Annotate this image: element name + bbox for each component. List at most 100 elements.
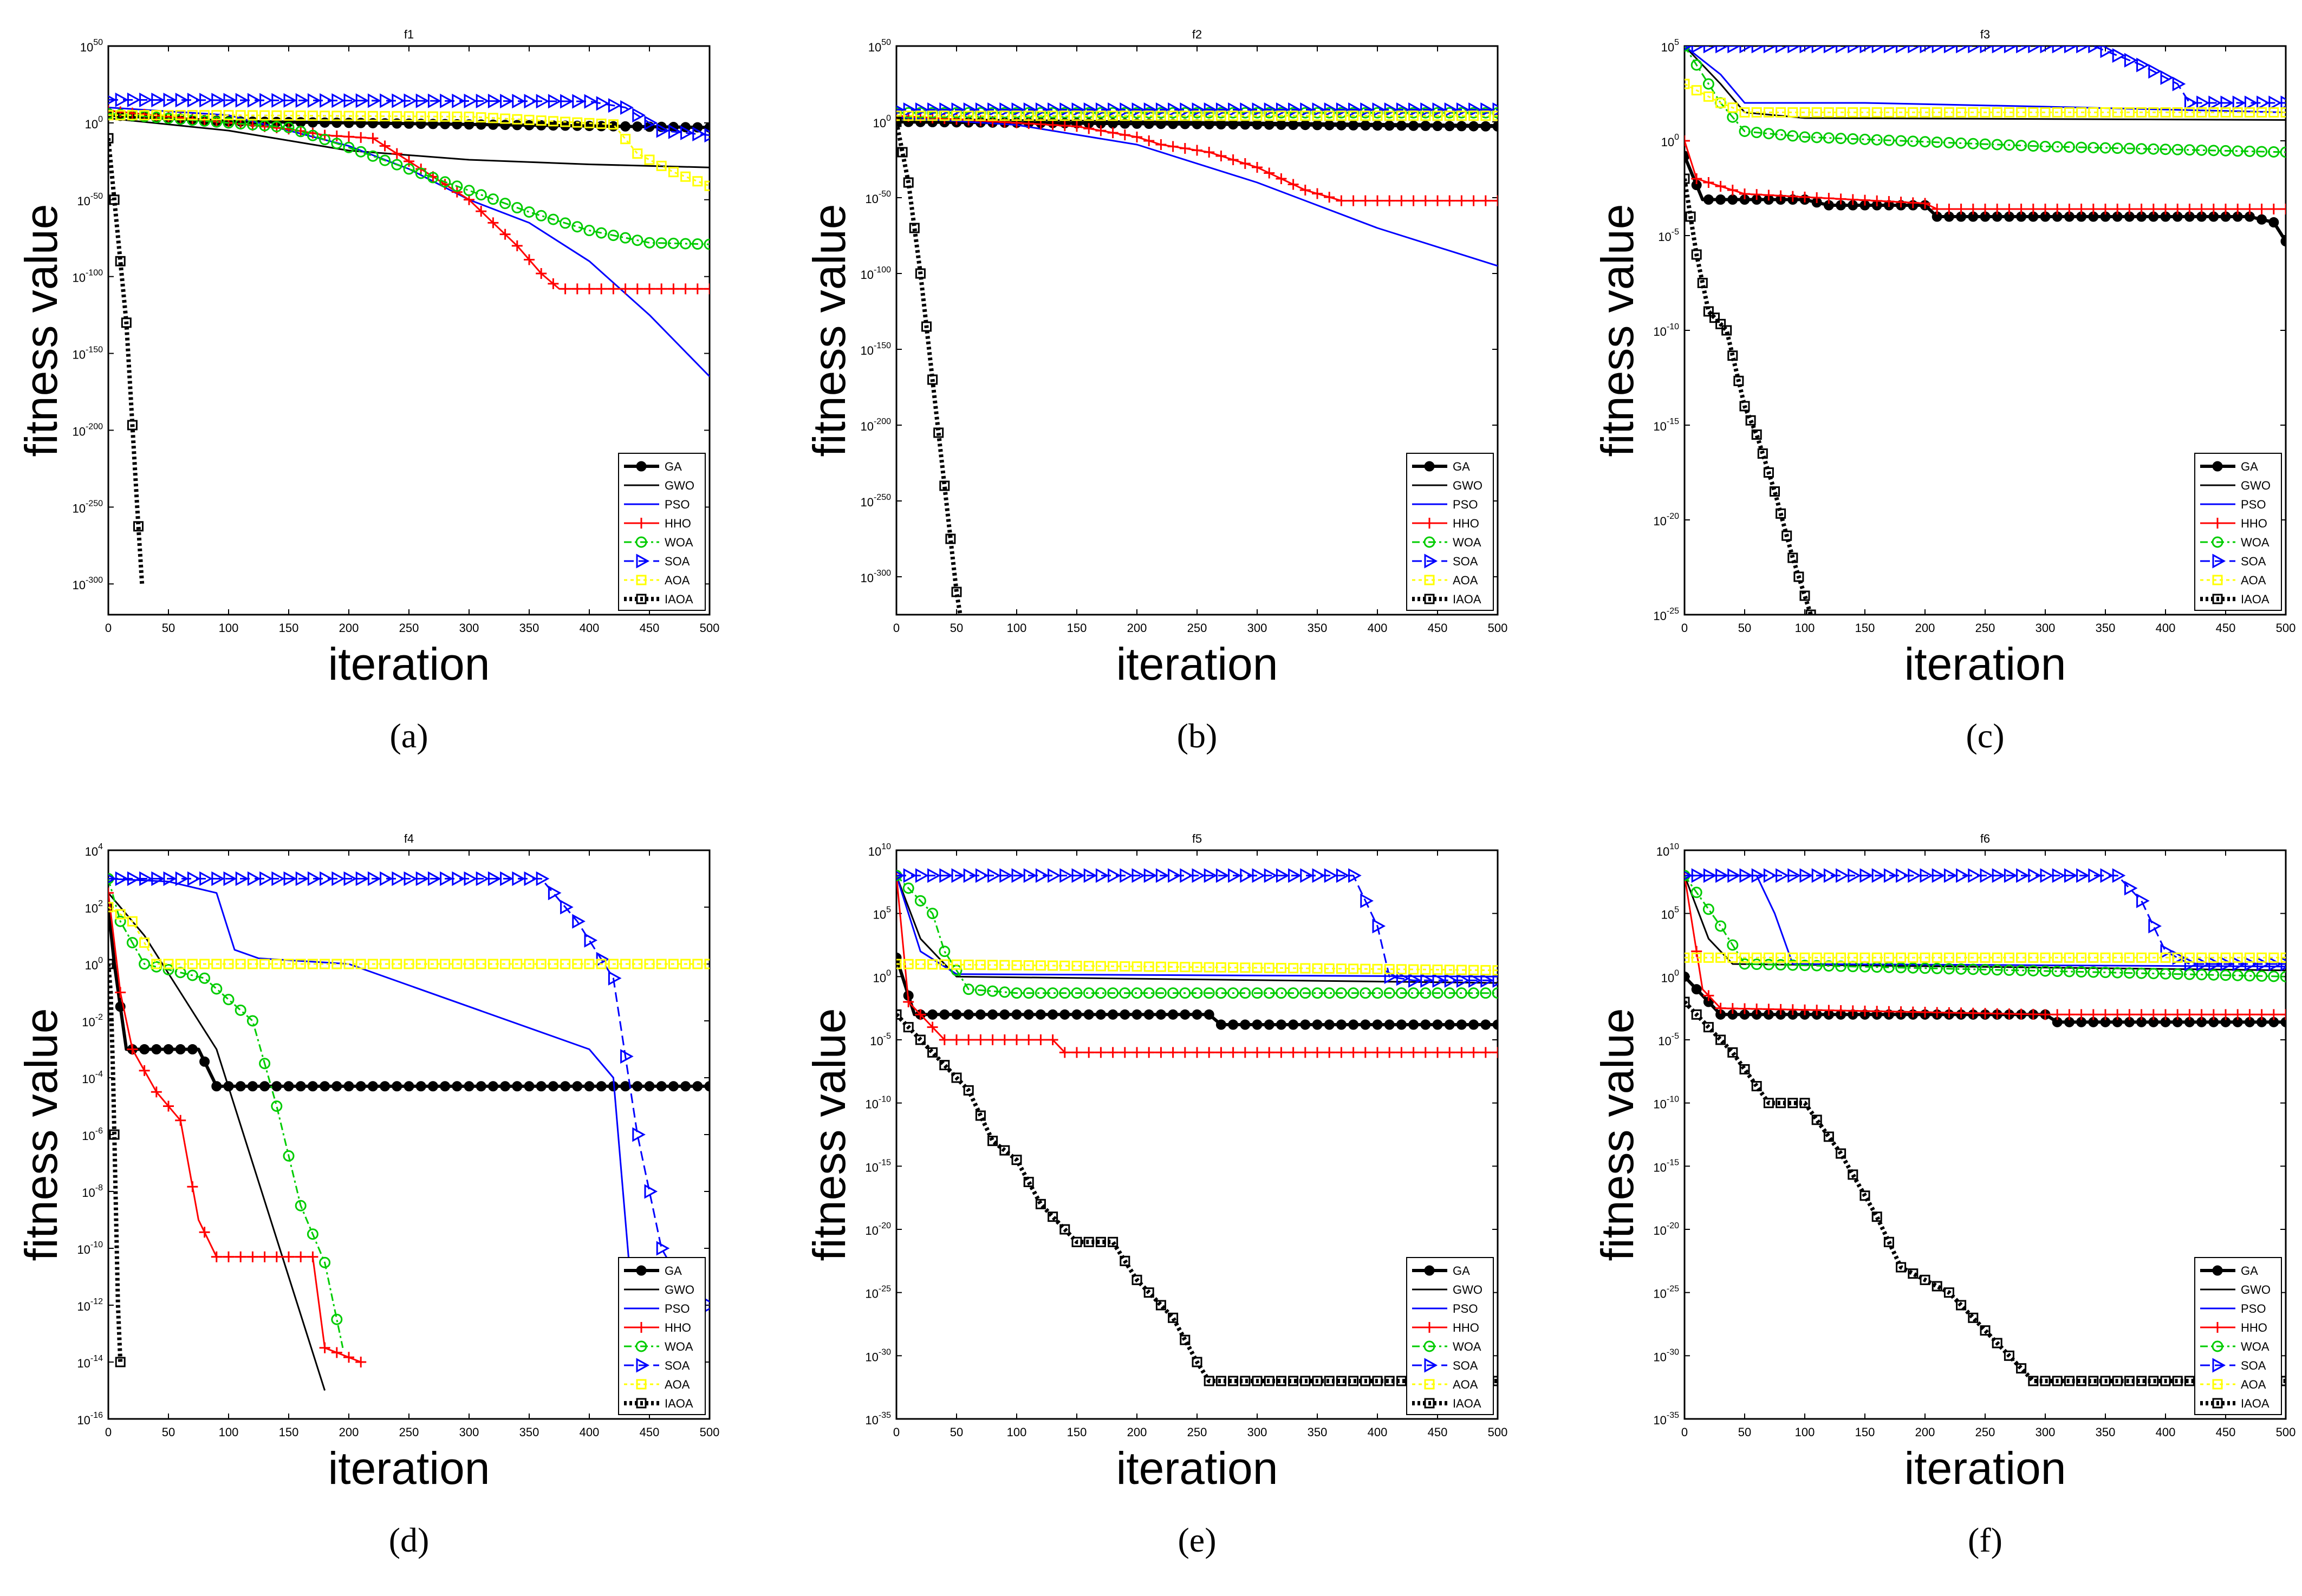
series-marker-SOA [584, 933, 598, 948]
series-marker-SOA [963, 868, 977, 883]
series-marker-HHO [1811, 192, 1823, 203]
series-marker-AOA [1180, 110, 1191, 121]
series-marker-HHO [1143, 1047, 1155, 1058]
x-tick-label: 200 [1127, 1425, 1147, 1439]
series-marker-AOA [987, 960, 998, 970]
series-marker-IAOA [951, 1072, 962, 1083]
series-marker-SOA [1980, 46, 1994, 54]
series-marker-AOA [307, 110, 318, 121]
series-marker-SOA [1155, 102, 1169, 118]
series-marker-GA [187, 1044, 198, 1054]
series-marker-WOA [2063, 141, 2075, 153]
series-marker-AOA [1444, 965, 1455, 975]
series-marker-GA [632, 1081, 643, 1092]
series-marker-SOA [1348, 102, 1362, 118]
series-marker-WOA [1967, 138, 1979, 149]
series-marker-SOA [1071, 868, 1085, 883]
legend-marker-HHO [2212, 1322, 2223, 1333]
legend-marker-HHO [2212, 518, 2223, 529]
series-marker-WOA [246, 1015, 258, 1027]
series-marker-WOA [199, 115, 211, 127]
series-marker-AOA [1215, 962, 1226, 973]
series-marker-IAOA [1155, 1300, 1166, 1311]
x-tick-label: 100 [219, 621, 239, 635]
series-marker-WOA [2099, 142, 2111, 154]
legend-box [618, 1257, 706, 1415]
series-marker-HHO [1384, 195, 1395, 206]
series-marker-SOA [2076, 46, 2090, 54]
series-marker-GA [1228, 119, 1239, 130]
series-marker-SOA [1168, 102, 1181, 118]
series-marker-SOA [187, 871, 201, 887]
series-marker-HHO [235, 1251, 246, 1262]
series-marker-AOA [1372, 963, 1383, 974]
series-marker-AOA [939, 110, 950, 121]
legend-label-PSO: PSO [1453, 498, 1478, 511]
series-marker-GA [343, 1081, 354, 1092]
series-marker-AOA [1943, 107, 1954, 118]
series-marker-HHO [1252, 1047, 1263, 1058]
series-marker-WOA [199, 972, 211, 984]
series-marker-WOA [2003, 139, 2015, 151]
series-marker-GA [999, 1009, 1010, 1020]
series-marker-AOA [2244, 952, 2255, 963]
series-marker-HHO [1119, 1047, 1130, 1058]
series-marker-WOA [379, 154, 391, 166]
series-marker-AOA [115, 909, 126, 920]
series-marker-HHO [2112, 204, 2123, 214]
series-marker-AOA [1859, 952, 1870, 963]
series-marker-GA [1715, 194, 1726, 205]
series-marker-SOA [1799, 868, 1813, 883]
y-tick-label: 10-5 [870, 1032, 891, 1048]
series-marker-WOA [1955, 963, 1967, 975]
series-marker-SOA [2160, 70, 2174, 85]
series-marker-GA [1108, 1009, 1119, 1020]
y-tick-label: 10-15 [865, 1158, 891, 1174]
series-marker-AOA [1336, 110, 1347, 121]
y-tick-label: 10-20 [1653, 512, 1679, 528]
series-marker-SOA [1324, 102, 1338, 118]
series-marker-GA [2280, 236, 2286, 246]
y-tick-label: 10-5 [1658, 227, 1679, 244]
series-marker-HHO [2004, 1008, 2015, 1020]
series-marker-HHO [2232, 1009, 2244, 1020]
series-marker-IAOA [1776, 508, 1786, 519]
series-marker-SOA [2148, 64, 2162, 79]
series-line-PSO [896, 875, 1498, 978]
series-marker-WOA [1859, 133, 1871, 145]
series-marker-WOA [1348, 987, 1360, 999]
series-marker-AOA [1811, 952, 1822, 963]
y-tick-label: 10-100 [860, 265, 891, 282]
series-marker-AOA [1739, 107, 1750, 118]
series-marker-HHO [903, 996, 914, 1007]
x-tick-label: 0 [893, 1425, 900, 1439]
series-marker-IAOA [1787, 1098, 1798, 1109]
series-marker-SOA [999, 868, 1013, 883]
series-line-IAOA [896, 1013, 1498, 1383]
series-marker-IAOA [2064, 1376, 2075, 1386]
series-marker-GA [692, 1081, 703, 1092]
y-tick-label: 10-25 [1653, 1285, 1679, 1301]
series-marker-GA [1132, 1009, 1142, 1020]
series-marker-WOA [974, 984, 986, 996]
series-marker-AOA [1132, 961, 1142, 972]
series-marker-HHO [1287, 1047, 1299, 1058]
legend-label-GWO: GWO [665, 479, 694, 492]
series-marker-SOA [1811, 868, 1825, 883]
y-tick-label: 10-30 [865, 1347, 891, 1364]
series-marker-SOA [2280, 95, 2286, 110]
series-marker-AOA [187, 110, 198, 121]
series-marker-AOA [2136, 107, 2147, 118]
series-marker-SOA [1715, 868, 1729, 883]
legend-marker-IAOA [1424, 1398, 1435, 1409]
series-marker-HHO [548, 278, 559, 289]
series-marker-AOA [1420, 964, 1431, 975]
x-tick-label: 300 [2036, 621, 2056, 635]
series-marker-AOA [1011, 110, 1022, 121]
series-marker-AOA [415, 959, 426, 969]
series-marker-SOA [1011, 102, 1025, 118]
series-marker-WOA [2171, 968, 2183, 980]
legend-label-HHO: HHO [665, 1321, 691, 1334]
series-marker-SOA [1859, 868, 1874, 883]
legend-label-SOA: SOA [1453, 555, 1478, 568]
